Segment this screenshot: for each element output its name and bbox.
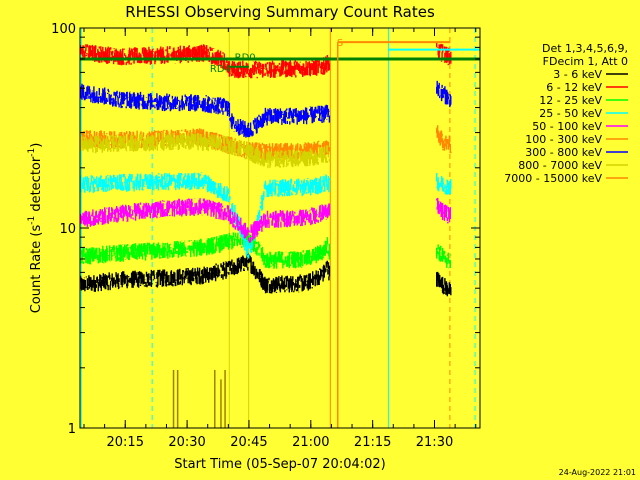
plot-area [80,28,480,428]
series-50-100-kev-segment-2 [436,197,452,224]
legend-label-3-6-kev: 3 - 6 keV [553,68,602,81]
series-3-6-kev-segment-1 [80,253,331,294]
x-axis-label: Start Time (05-Sep-07 20:04:02) [174,457,385,472]
x-tick-label-21-30: 21:30 [416,435,453,450]
legend-label-300-800-kev: 300 - 800 keV [525,146,602,159]
series-300-800-kev-segment-2 [436,80,452,108]
x-tick-label-21-00: 21:00 [292,435,329,450]
spike-0 [172,369,175,428]
series-12-25-kev-segment-2 [436,244,452,269]
flag-label-rd4: RD4 [210,64,231,75]
y-tick-label-1: 1 [68,422,76,437]
series-25-50-kev-segment-2 [436,173,452,195]
legend-label-800-7000-kev: 800 - 7000 keV [518,159,602,172]
flag-labels: RD4 RD0 S [210,38,343,75]
axis-ticks: 20:15 20:30 20:45 21:00 21:15 21:30 1 10 100 [51,22,480,450]
flag-label-rd0: RD0 [235,53,256,64]
chart-title: RHESSI Observing Summary Count Rates [125,3,435,21]
legend-header-line-1: Det 1,3,4,5,6,9, [542,42,628,55]
y-axis-label: Count Rate (s-1 detector-1) [27,143,44,314]
series-800-7000-kev-segment-1 [80,132,331,169]
flag-label-s: S [337,38,343,49]
series-300-800-kev-segment-1 [80,83,331,138]
marker-lines [80,28,476,428]
footer-timestamp: 24-Aug-2022 21:01 [559,468,636,477]
x-tick-label-20-30: 20:30 [168,435,205,450]
series-6-12-kev-segment-1 [80,44,331,79]
state-flags [80,41,480,428]
series-50-100-kev-segment-1 [80,198,331,243]
x-tick-label-20-15: 20:15 [107,435,144,450]
legend-label-12-25-kev: 12 - 25 keV [539,94,602,107]
series-12-25-kev-segment-1 [80,230,331,269]
x-tick-label-21-15: 21:15 [354,435,391,450]
spike-4 [224,369,226,428]
series-lines [80,42,452,428]
series-100-300-kev-segment-2 [436,125,452,154]
legend-label-6-12-kev: 6 - 12 keV [546,81,602,94]
y-tick-label-100: 100 [51,22,76,37]
legend-label-25-50-kev: 25 - 50 keV [539,107,602,120]
series-25-50-kev-segment-1 [80,172,331,259]
legend-label-100-300-kev: 100 - 300 keV [525,133,602,146]
spike-1 [176,369,179,428]
spike-3 [220,379,222,428]
x-tick-label-20-45: 20:45 [230,435,267,450]
series-3-6-kev-segment-2 [436,271,452,297]
y-tick-label-10: 10 [59,222,76,237]
series-6-12-kev-segment-2 [436,42,452,66]
legend: Det 1,3,4,5,6,9, FDecim 1, Att 0 3 - 6 k… [504,42,628,185]
plot-frame [79,27,481,429]
legend-label-7000-15000-kev: 7000 - 15000 keV [504,172,602,185]
legend-header-line-2: FDecim 1, Att 0 [543,55,628,68]
legend-label-50-100-kev: 50 - 100 keV [532,120,602,133]
spike-2 [214,369,216,428]
